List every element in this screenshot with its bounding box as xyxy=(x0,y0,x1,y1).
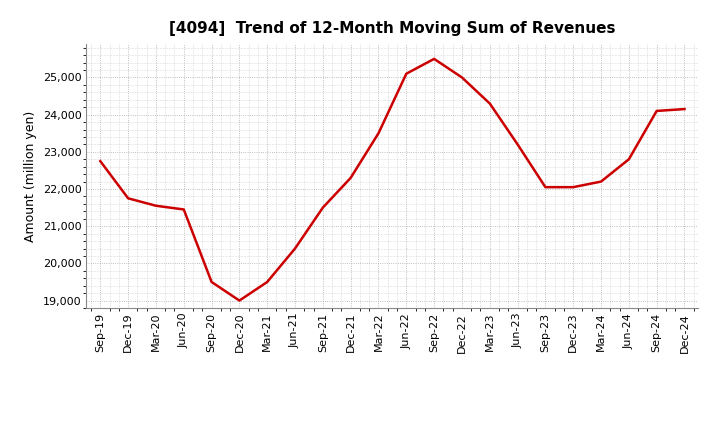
Y-axis label: Amount (million yen): Amount (million yen) xyxy=(24,110,37,242)
Title: [4094]  Trend of 12-Month Moving Sum of Revenues: [4094] Trend of 12-Month Moving Sum of R… xyxy=(169,21,616,36)
